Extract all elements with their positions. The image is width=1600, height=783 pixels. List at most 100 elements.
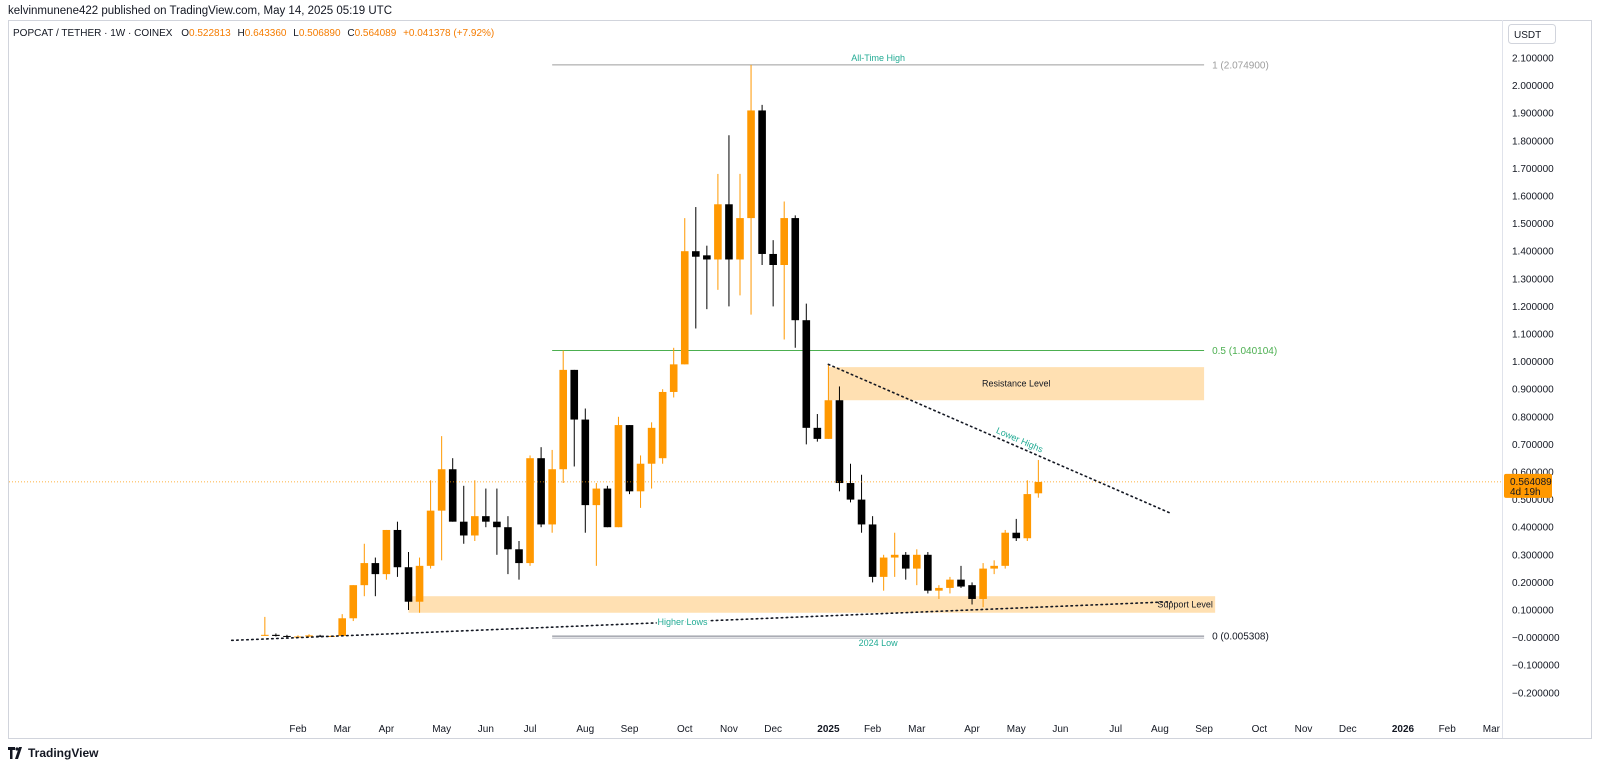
candle-body-21	[493, 521, 501, 528]
currency-button[interactable]: USDT	[1508, 24, 1556, 44]
candle-11	[382, 529, 391, 580]
price-axis[interactable]: 2.100000 2.000000 1.900000 1.800000 1.700000…	[1512, 54, 1560, 700]
candle-22	[504, 516, 512, 575]
y-tick-21: −0.000000	[1512, 633, 1560, 644]
candle-70	[1034, 460, 1043, 498]
y-tick-22: −0.100000	[1512, 661, 1560, 672]
candle-body-59	[913, 554, 921, 569]
candle-body-36	[658, 391, 667, 459]
candle-body-1	[272, 634, 280, 636]
fib-label-1: 0.5 (1.040104)	[1212, 346, 1277, 357]
y-tick-19: 0.200000	[1512, 578, 1554, 589]
symbol-label: POPCAT / TETHER · 1W · COINEX	[13, 28, 173, 39]
candle-27	[559, 350, 567, 484]
candle-body-63	[957, 579, 965, 587]
open-value: 0.522813	[189, 28, 231, 39]
candle-47	[780, 201, 788, 340]
candle-0	[261, 616, 269, 636]
y-tick-18: 0.300000	[1512, 550, 1554, 561]
candle-56	[879, 554, 888, 591]
x-tick-1: Mar	[334, 724, 352, 735]
y-tick-14: 0.700000	[1512, 440, 1554, 451]
tradingview-logo-icon	[8, 747, 22, 759]
candle-19	[471, 480, 479, 541]
candle-body-2	[283, 635, 291, 637]
candle-body-68	[1012, 532, 1021, 539]
candle-body-5	[316, 635, 324, 637]
candle-5	[316, 634, 324, 638]
trendline-label-1: Higher Lows	[658, 617, 709, 627]
candle-body-11	[382, 529, 391, 575]
candle-body-48	[791, 218, 800, 321]
y-tick-13: 0.800000	[1512, 412, 1554, 423]
candle-24	[526, 455, 534, 566]
candle-48	[791, 215, 800, 348]
x-tick-25: Mar	[1483, 724, 1501, 735]
candle-65	[979, 563, 987, 608]
x-tick-19: Sep	[1195, 724, 1213, 735]
zone-label-1: Support Level	[1157, 599, 1213, 609]
price-tag-box	[1504, 473, 1552, 498]
x-tick-12: Feb	[864, 724, 882, 735]
zone-label-0: Resistance Level	[982, 379, 1051, 389]
candle-body-53	[846, 483, 855, 500]
candle-32	[614, 416, 623, 528]
candle-body-32	[614, 425, 623, 528]
candle-body-61	[935, 587, 943, 591]
x-tick-16: Jun	[1052, 724, 1068, 735]
candle-body-35	[647, 427, 656, 464]
x-tick-8: Oct	[677, 724, 693, 735]
zone-0	[828, 367, 1205, 401]
candle-body-47	[780, 218, 788, 265]
x-tick-13: Mar	[908, 724, 926, 735]
candle-body-15	[426, 510, 435, 566]
fib-label-0: 1 (2.074900)	[1212, 60, 1269, 71]
y-tick-10: 1.100000	[1512, 330, 1554, 341]
candle-body-46	[769, 253, 777, 265]
tradingview-logo[interactable]: TradingView	[8, 746, 98, 760]
y-tick-3: 1.800000	[1512, 136, 1554, 147]
candle-body-38	[680, 251, 689, 365]
fib-annotation-2: 2024 Low	[859, 638, 899, 648]
candle-29	[581, 408, 590, 533]
candle-8	[349, 585, 358, 622]
candle-7	[338, 614, 346, 637]
candle-body-33	[625, 425, 634, 492]
candle-body-39	[692, 251, 700, 257]
candle-13	[404, 552, 413, 610]
trendline-1	[230, 600, 1172, 642]
candle-55	[868, 516, 877, 583]
candle-body-29	[581, 419, 590, 506]
candle-33	[625, 425, 634, 495]
candle-64	[968, 582, 976, 605]
candle-body-70	[1034, 481, 1043, 494]
low-value: 0.506890	[299, 28, 341, 39]
candle-body-64	[968, 585, 976, 599]
candle-body-52	[835, 400, 844, 484]
x-tick-14: Apr	[964, 724, 980, 735]
candle-25	[537, 447, 545, 528]
candle-body-23	[515, 549, 523, 564]
y-tick-5: 1.600000	[1512, 192, 1554, 203]
candle-body-42	[725, 204, 733, 260]
y-tick-2: 1.900000	[1512, 109, 1554, 120]
candle-20	[482, 488, 490, 528]
candle-body-51	[824, 400, 833, 439]
candle-body-16	[437, 469, 446, 511]
candle-body-57	[890, 554, 899, 558]
candle-body-62	[946, 579, 954, 588]
candle-17	[448, 458, 457, 522]
close-label: C	[347, 28, 354, 39]
time-axis[interactable]: Feb Mar Apr May Jun Jul Aug Sep Oct Nov Dec 2025 Feb…	[289, 724, 1500, 735]
low-label: L	[293, 28, 299, 39]
candle-body-19	[471, 516, 479, 536]
candle-9	[360, 543, 369, 597]
candle-body-22	[504, 527, 512, 550]
candle-body-30	[592, 488, 601, 506]
candle-28	[570, 369, 579, 467]
trendline-0	[827, 363, 1172, 515]
candle-body-60	[924, 554, 932, 591]
candle-body-49	[802, 320, 811, 428]
candle-34	[636, 455, 645, 508]
